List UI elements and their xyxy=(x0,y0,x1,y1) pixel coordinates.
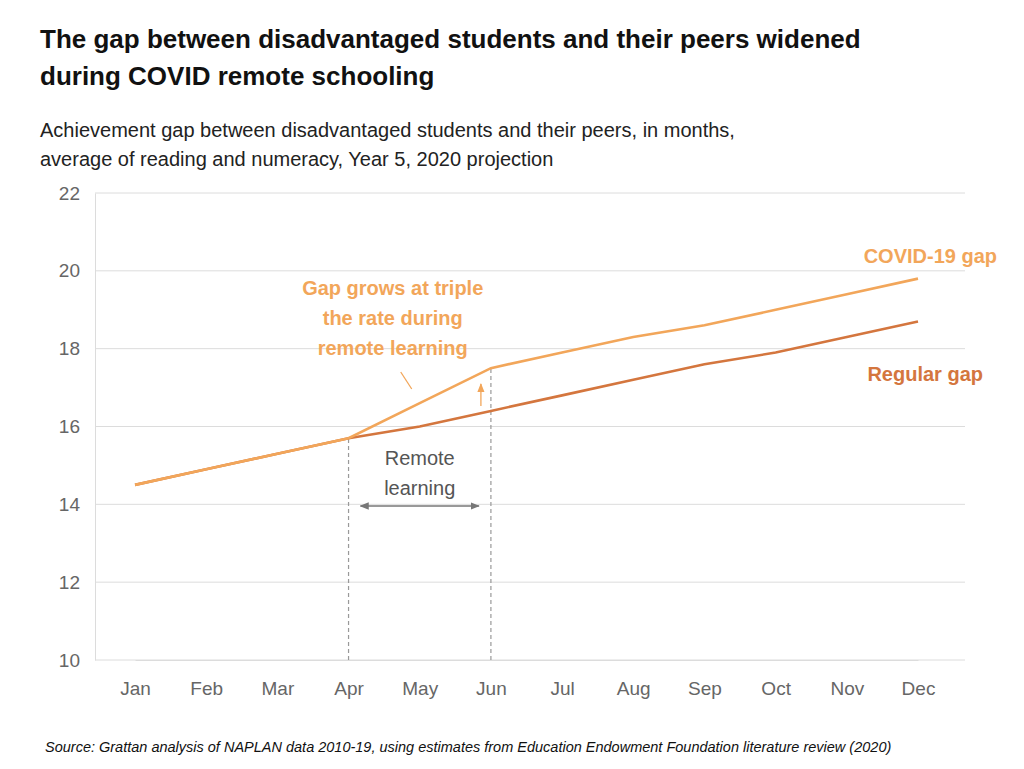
chart: The gap between disadvantaged students a… xyxy=(0,0,1024,769)
x-tick-label: Aug xyxy=(617,678,651,699)
x-axis-line xyxy=(136,660,919,661)
x-tick: Sep xyxy=(688,660,722,699)
x-tick: Nov xyxy=(830,660,864,699)
x-tick-label: May xyxy=(402,678,438,699)
annotation: remote learning xyxy=(318,337,468,359)
y-axis-line xyxy=(95,194,96,661)
x-tick-label: Sep xyxy=(688,678,722,699)
grid-line xyxy=(95,348,965,349)
grid-line xyxy=(95,270,965,271)
x-tick-label: Apr xyxy=(334,678,364,699)
series-line xyxy=(135,279,918,485)
x-tick: Feb xyxy=(190,660,223,699)
remote-learning-boundary xyxy=(348,438,349,660)
grid-line xyxy=(95,426,965,427)
annotation-leader xyxy=(401,372,412,389)
subtitle: Achievement gap between disadvantaged st… xyxy=(40,119,735,141)
x-tick-label: Mar xyxy=(261,678,294,699)
grid-line xyxy=(95,504,965,505)
y-tick: 22 xyxy=(59,183,95,204)
x-tick-label: Oct xyxy=(761,678,791,699)
subtitle: average of reading and numeracy, Year 5,… xyxy=(40,148,553,170)
y-tick: 18 xyxy=(59,338,95,359)
x-tick-label: Jul xyxy=(550,678,574,699)
annotation: the rate during xyxy=(323,307,463,329)
y-tick: 10 xyxy=(59,650,95,671)
y-tick: 20 xyxy=(59,260,95,281)
x-tick: Jun xyxy=(476,660,507,699)
y-tick-label: 16 xyxy=(59,416,80,437)
x-tick-label: Dec xyxy=(902,678,936,699)
x-tick: May xyxy=(402,660,438,699)
grid-line xyxy=(95,582,965,583)
x-tick: Jan xyxy=(120,660,151,699)
y-tick-label: 12 xyxy=(59,572,80,593)
x-tick: Mar xyxy=(261,660,294,699)
x-tick: Jul xyxy=(550,660,574,699)
remote-learning-label: Remote xyxy=(385,447,455,469)
x-tick-label: Jan xyxy=(120,678,151,699)
annotation: Gap grows at triple xyxy=(302,277,483,299)
series-label: COVID-19 gap xyxy=(864,245,997,267)
y-tick-label: 20 xyxy=(59,260,80,281)
x-tick-label: Nov xyxy=(830,678,864,699)
x-tick-label: Feb xyxy=(190,678,223,699)
y-tick-label: 22 xyxy=(59,183,80,204)
x-axis: Jan Feb Mar Apr May Jun Jul Aug Sep Oct Nov Dec xyxy=(120,660,935,699)
x-tick: Oct xyxy=(761,660,791,699)
plot-area xyxy=(135,279,918,660)
grid-line xyxy=(95,660,965,661)
y-tick-label: 18 xyxy=(59,338,80,359)
annotation-arrow xyxy=(480,384,481,406)
x-tick: Aug xyxy=(617,660,651,699)
y-tick-label: 10 xyxy=(59,650,80,671)
grid-line xyxy=(95,193,965,194)
title: The gap between disadvantaged students a… xyxy=(40,24,861,54)
title: during COVID remote schooling xyxy=(40,61,434,91)
x-tick: Apr xyxy=(334,660,364,699)
series-label: Regular gap xyxy=(867,363,983,385)
x-tick-label: Jun xyxy=(476,678,507,699)
y-tick: 16 xyxy=(59,416,95,437)
y-tick: 12 xyxy=(59,572,95,593)
x-tick: Dec xyxy=(902,660,936,699)
remote-learning-label: learning xyxy=(384,477,455,499)
y-axis: 10 12 14 16 18 20 22 xyxy=(59,183,96,671)
grid xyxy=(95,193,965,660)
remote-learning-arrow xyxy=(361,505,479,506)
y-tick: 14 xyxy=(59,494,95,515)
y-tick-label: 14 xyxy=(59,494,81,515)
source: Source: Grattan analysis of NAPLAN data … xyxy=(45,739,891,755)
